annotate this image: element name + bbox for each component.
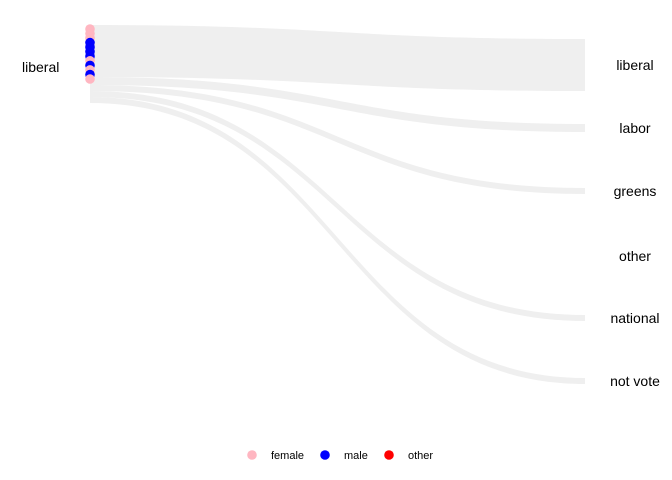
target-label-national: national <box>610 310 659 326</box>
target-label-greens: greens <box>614 183 657 199</box>
point-female <box>85 74 95 84</box>
flow-ribbon-greens <box>90 85 585 194</box>
legend-key-other <box>384 450 394 460</box>
data-points <box>85 24 95 84</box>
flow-ribbon-national <box>90 91 585 321</box>
legend-key-female <box>247 450 257 460</box>
legend: female male other <box>247 450 433 462</box>
flow-ribbon-not-vote <box>90 97 585 384</box>
target-label-labor: labor <box>619 120 650 136</box>
target-node-labels: liberal labor greens other national not vote <box>610 57 660 389</box>
source-node-label: liberal <box>22 59 59 75</box>
flow-ribbon-liberal <box>90 25 585 91</box>
flow-ribbon-labor <box>90 77 585 132</box>
legend-label-other: other <box>408 450 433 462</box>
legend-label-female: female <box>271 450 304 462</box>
flow-ribbons <box>90 25 585 384</box>
target-label-other: other <box>619 248 651 264</box>
legend-label-male: male <box>344 450 368 462</box>
legend-key-male <box>320 450 330 460</box>
target-label-liberal: liberal <box>616 57 653 73</box>
target-label-not-vote: not vote <box>610 373 660 389</box>
